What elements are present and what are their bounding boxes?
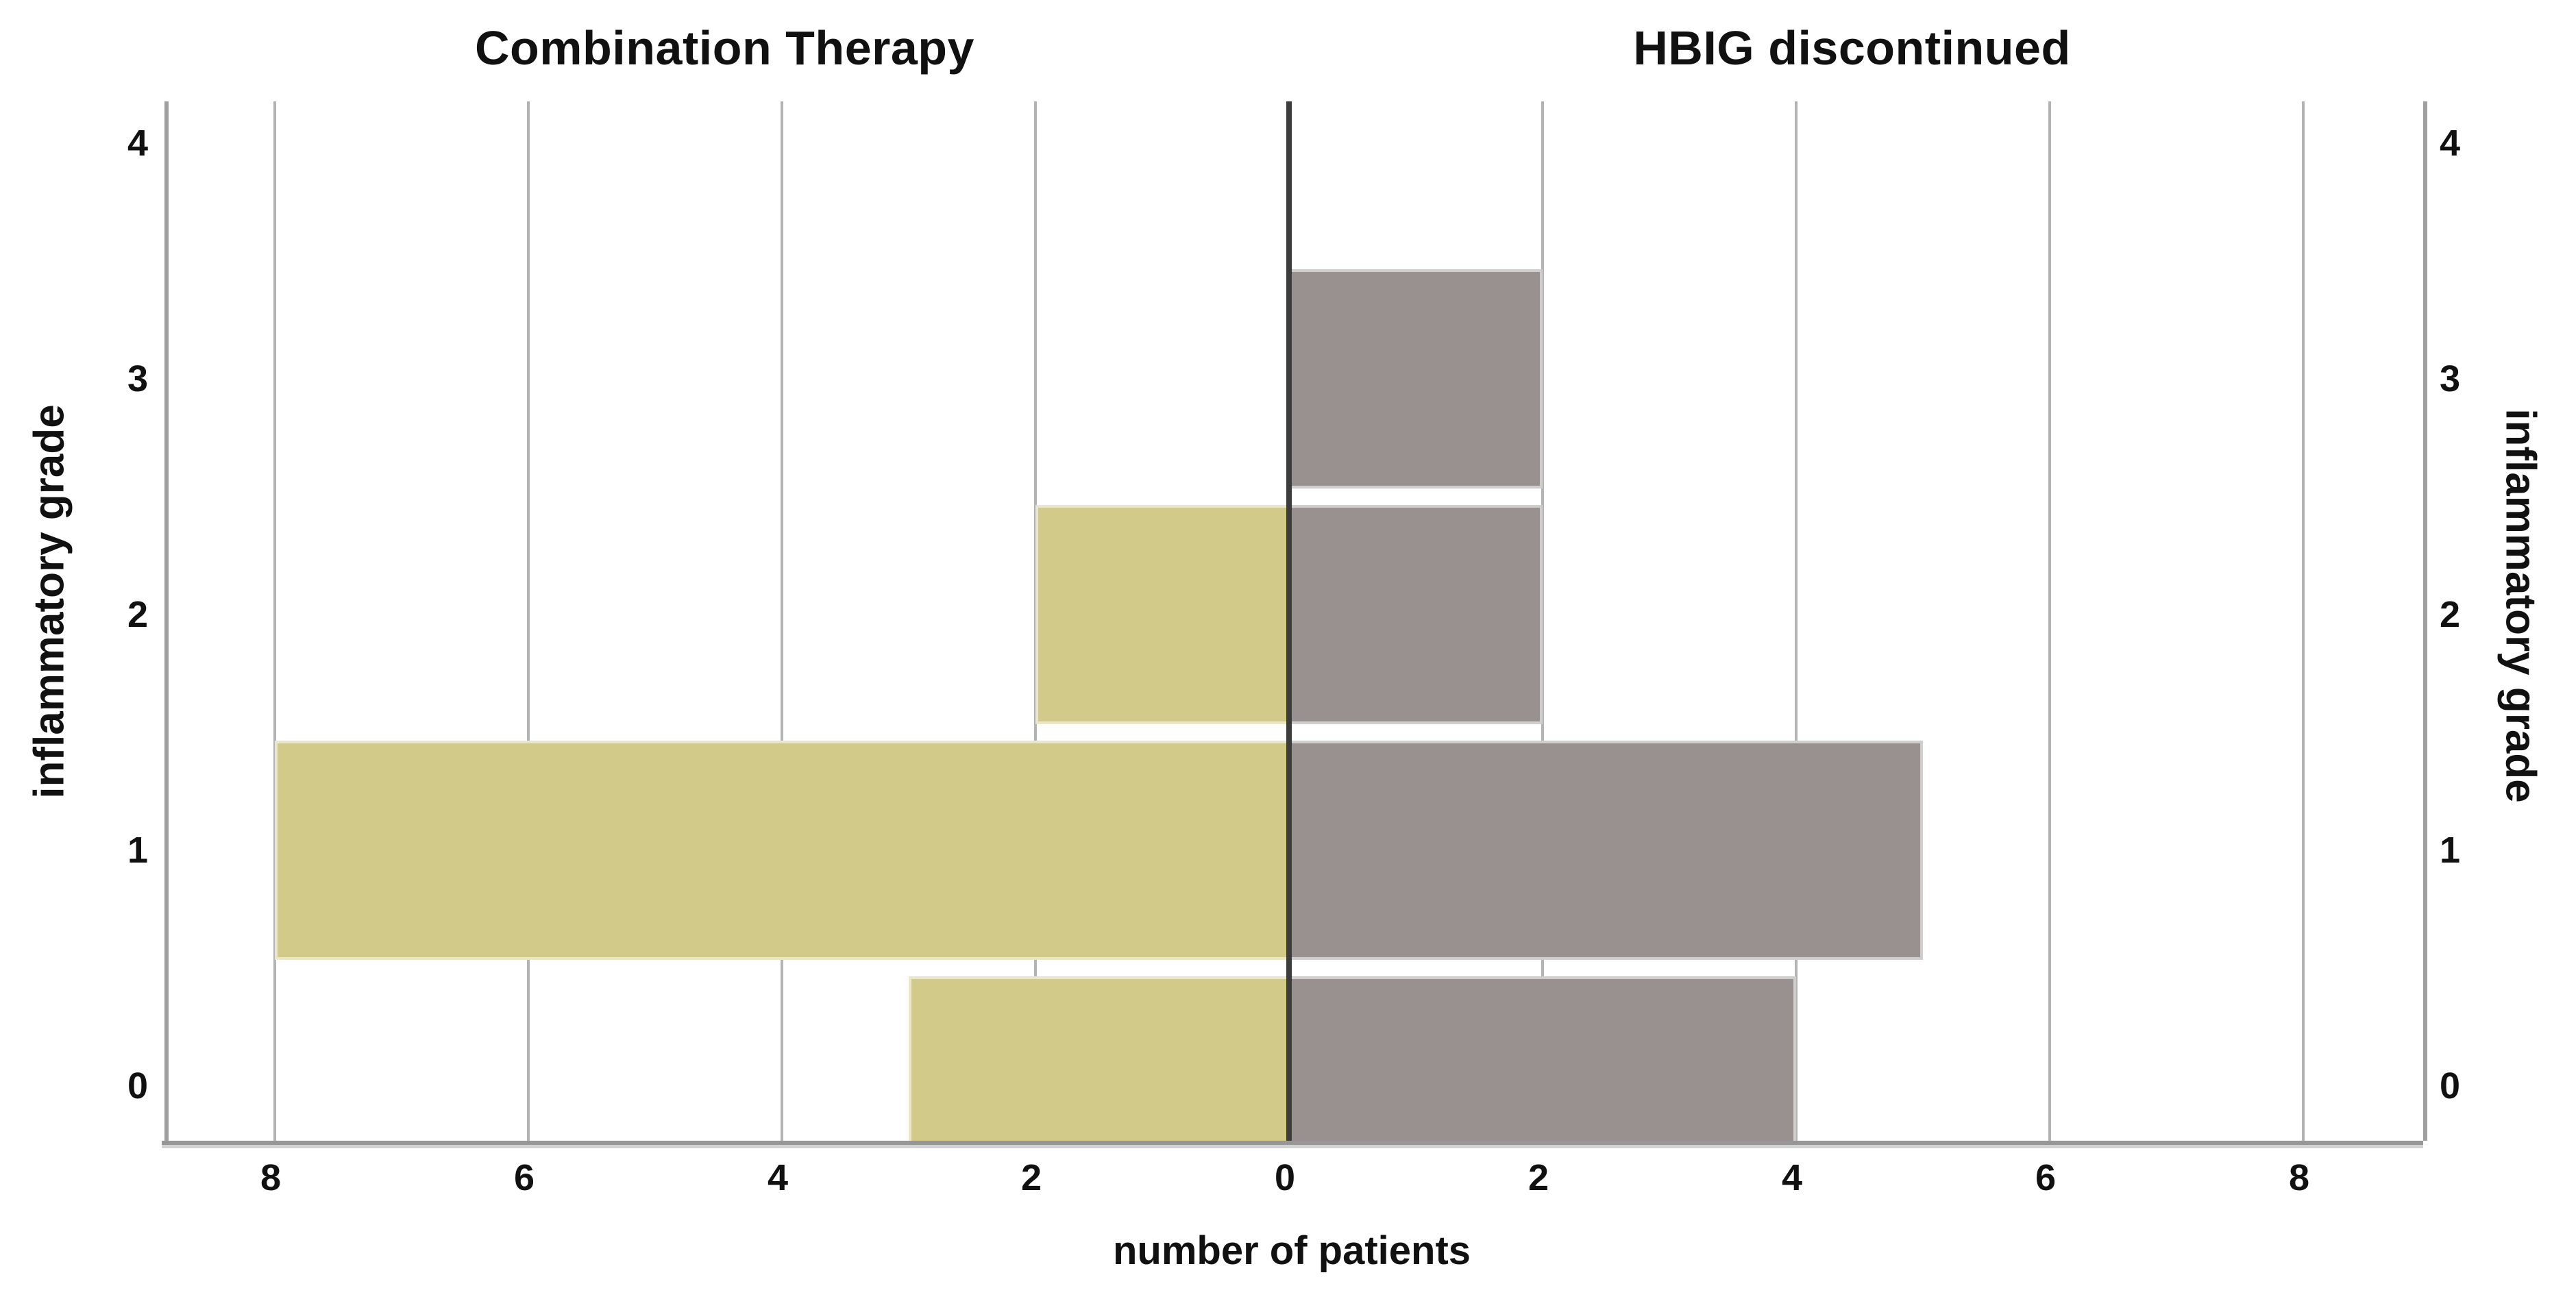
x-tick-label: 6 — [2035, 1157, 2057, 1198]
plot-area — [164, 101, 2427, 1141]
y-tick-label-right: 0 — [2440, 1065, 2461, 1106]
x-tick-label: 0 — [1274, 1157, 1296, 1198]
y-tick-label-right: 1 — [2440, 830, 2461, 871]
gridline — [781, 101, 783, 1141]
y-tick-label-left: 0 — [127, 1065, 148, 1106]
y-tick-label-right: 2 — [2440, 594, 2461, 635]
bar-right-grade-3 — [1289, 269, 1543, 488]
center-axis-line — [1286, 101, 1292, 1141]
x-axis-title: number of patients — [1112, 1228, 1471, 1273]
y-tick-label-right: 3 — [2440, 358, 2461, 399]
y-tick-label-left: 4 — [127, 123, 148, 164]
gridline — [2048, 101, 2051, 1141]
x-tick-label: 6 — [513, 1157, 535, 1198]
y-tick-label-right: 4 — [2440, 123, 2461, 164]
x-tick-label: 2 — [1020, 1157, 1042, 1198]
gridline — [2302, 101, 2305, 1141]
y-tick-label-left: 3 — [127, 358, 148, 399]
bar-right-grade-0 — [1289, 976, 1796, 1141]
gridline — [273, 101, 276, 1141]
gridline — [527, 101, 530, 1141]
bar-right-grade-1 — [1289, 741, 1923, 960]
x-axis-line — [162, 1141, 2423, 1145]
x-tick-label: 8 — [260, 1157, 282, 1198]
y-axis-title-left: inflammatory grade — [25, 404, 73, 799]
x-tick-label: 4 — [1781, 1157, 1803, 1198]
y-tick-label-left: 2 — [127, 594, 148, 635]
x-axis-line-shadow — [162, 1145, 2423, 1148]
gridline — [1795, 101, 1798, 1141]
bar-left-grade-1 — [275, 741, 1289, 960]
y-tick-label-left: 1 — [127, 830, 148, 871]
bar-left-grade-2 — [1035, 505, 1289, 724]
x-tick-label: 4 — [767, 1157, 789, 1198]
gridline — [1541, 101, 1544, 1141]
panel-title-left: Combination Therapy — [475, 21, 974, 75]
bar-left-grade-0 — [909, 976, 1289, 1141]
panel-title-right: HBIG discontinued — [1633, 21, 2071, 75]
bar-right-grade-2 — [1289, 505, 1543, 724]
x-tick-label: 2 — [1528, 1157, 1549, 1198]
x-tick-label: 8 — [2288, 1157, 2310, 1198]
